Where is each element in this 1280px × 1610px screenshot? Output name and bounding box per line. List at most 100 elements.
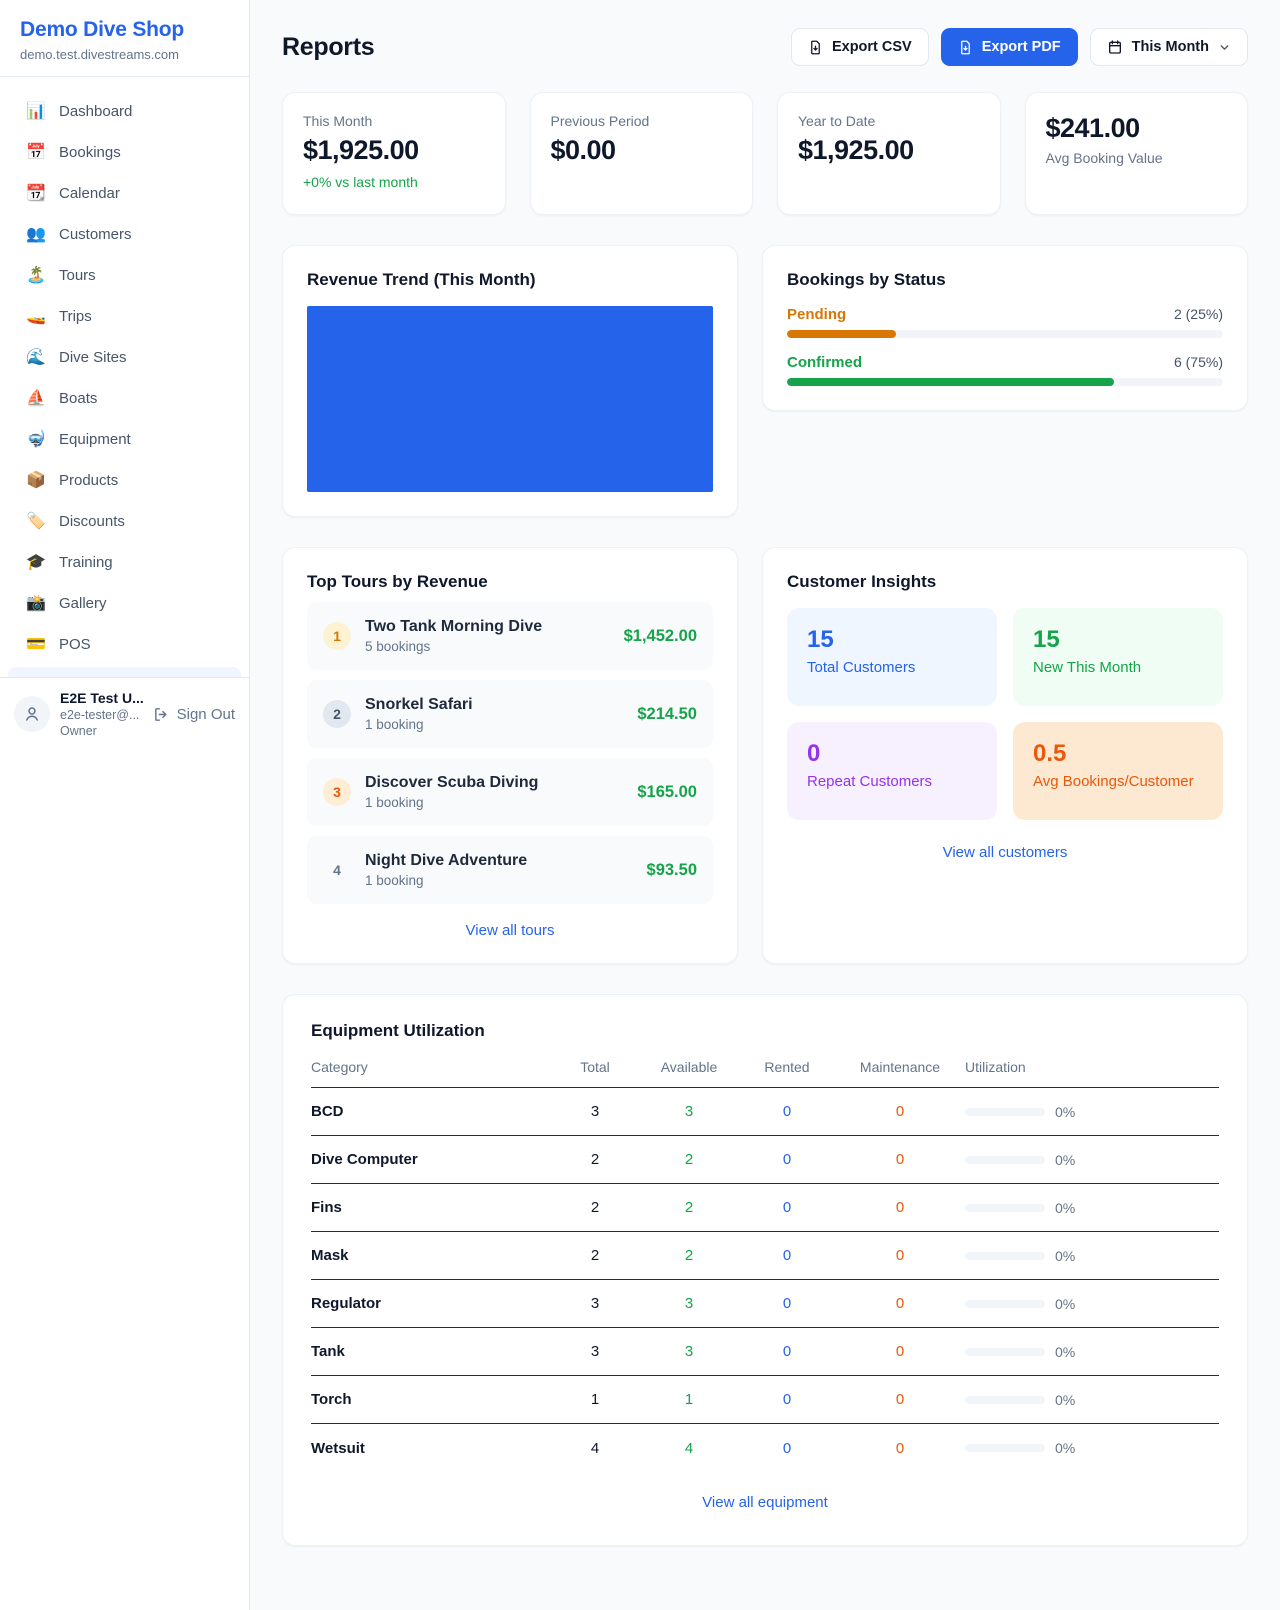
export-csv-button[interactable]: Export CSV <box>790 28 929 66</box>
bookings-icon: 📅 <box>26 144 46 161</box>
sidebar-item-label: Tours <box>59 266 96 284</box>
sidebar-item-dive-sites[interactable]: 🌊 Dive Sites <box>8 337 241 377</box>
status-value: 2 (25%) <box>1173 306 1223 322</box>
tile-value: 0 <box>807 740 821 767</box>
equipment-rented: 0 <box>782 1343 792 1360</box>
tour-row: 3 Discover Scuba Diving 1 booking $165.00 <box>307 758 713 826</box>
discounts-icon: 🏷️ <box>26 513 46 530</box>
utilization-percent: 0% <box>1055 1199 1076 1216</box>
equipment-total: 3 <box>590 1295 600 1312</box>
equipment-rented: 0 <box>782 1391 792 1408</box>
sidebar-item-training[interactable]: 🎓 Training <box>8 542 241 582</box>
main-content: Reports Export CSV Export PDF This Month… <box>250 0 1280 1610</box>
user-name: E2E Test U... <box>60 690 144 706</box>
utilization-percent: 0% <box>1055 1295 1076 1312</box>
gallery-icon: 📸 <box>26 595 46 612</box>
tile-label: New This Month <box>1033 659 1142 676</box>
sidebar-item-calendar[interactable]: 📆 Calendar <box>8 173 241 213</box>
sidebar-item-label: Discounts <box>59 512 125 530</box>
tour-name: Two Tank Morning Dive <box>365 618 543 635</box>
equipment-available: 4 <box>684 1439 694 1457</box>
tour-revenue: $214.50 <box>637 704 697 723</box>
stat-label: Previous Period <box>550 113 650 129</box>
row-tours-insights: Top Tours by Revenue 1 Two Tank Morning … <box>282 547 1248 964</box>
tour-row: 2 Snorkel Safari 1 booking $214.50 <box>307 680 713 748</box>
equipment-rented: 0 <box>782 1295 792 1312</box>
equipment-maintenance: 0 <box>895 1295 905 1312</box>
view-all-equipment-link[interactable]: View all equipment <box>702 1494 828 1511</box>
utilization-cell: 0% <box>965 1200 1219 1216</box>
shop-name: Demo Dive Shop <box>20 18 185 41</box>
equipment-category: BCD <box>311 1103 344 1120</box>
user-footer: E2E Test U... e2e-tester@... Owner Sign … <box>0 677 249 750</box>
sidebar-item-tours[interactable]: 🏝️ Tours <box>8 255 241 295</box>
column-header: Category <box>311 1059 368 1075</box>
equipment-available: 2 <box>684 1247 694 1264</box>
equipment-available: 3 <box>684 1295 694 1312</box>
view-all-tours-link[interactable]: View all tours <box>465 922 555 939</box>
status-label: Pending <box>787 306 847 323</box>
export-pdf-button[interactable]: Export PDF <box>940 28 1078 66</box>
sidebar-item-pos[interactable]: 💳 POS <box>8 624 241 664</box>
equipment-rented: 0 <box>782 1199 792 1216</box>
equipment-table-header: Category Total Available Rented Maintena… <box>311 1059 1219 1088</box>
table-row: Torch 1 1 0 0 0% <box>311 1376 1219 1424</box>
equipment-available: 3 <box>684 1103 694 1120</box>
sidebar-item-label: Products <box>59 471 119 489</box>
period-label: This Month <box>1131 39 1209 55</box>
sidebar-item-boats[interactable]: ⛵ Boats <box>8 378 241 418</box>
utilization-track <box>965 1299 1045 1308</box>
equipment-total: 2 <box>590 1199 600 1216</box>
equipment-category: Mask <box>311 1247 349 1264</box>
file-download-icon <box>960 40 970 54</box>
sidebar-item-gallery[interactable]: 📸 Gallery <box>8 583 241 623</box>
equipment-available: 3 <box>684 1343 694 1360</box>
stat-value: $241.00 <box>1045 113 1141 143</box>
sign-out-button[interactable]: Sign Out <box>153 706 235 723</box>
sidebar-item-dashboard[interactable]: 📊 Dashboard <box>8 91 241 131</box>
tour-bookings: 1 booking <box>365 717 424 732</box>
table-row: Wetsuit 4 4 0 0 0% <box>311 1424 1219 1472</box>
column-header: Utilization <box>965 1059 1026 1075</box>
sidebar-item-label: Boats <box>59 389 98 407</box>
equipment-category: Fins <box>311 1199 342 1216</box>
sidebar-item-discounts[interactable]: 🏷️ Discounts <box>8 501 241 541</box>
utilization-cell: 0% <box>965 1248 1219 1264</box>
column-header: Maintenance <box>859 1059 941 1075</box>
tile-total-customers: 15 Total Customers <box>787 608 997 706</box>
tile-avg-bookings-customer: 0.5 Avg Bookings/Customer <box>1013 722 1223 820</box>
equipment-rented: 0 <box>782 1247 792 1264</box>
rank-badge: 1 <box>323 622 351 650</box>
sidebar-item-customers[interactable]: 👥 Customers <box>8 214 241 254</box>
equipment-maintenance: 0 <box>895 1391 905 1408</box>
tile-value: 0.5 <box>1033 740 1067 767</box>
sidebar-item-label: Dashboard <box>59 102 133 120</box>
equipment-utilization-card: Equipment Utilization Category Total Ava… <box>282 994 1248 1546</box>
stat-card-avg-booking-value: $241.00 Avg Booking Value <box>1024 92 1248 215</box>
utilization-track <box>965 1107 1045 1116</box>
top-tours-card: Top Tours by Revenue 1 Two Tank Morning … <box>282 547 738 964</box>
insight-tiles: 15 Total Customers 15 New This Month 0 R… <box>787 608 1223 820</box>
top-tours-title: Top Tours by Revenue <box>307 572 488 591</box>
sidebar-item-trips[interactable]: 🚤 Trips <box>8 296 241 336</box>
utilization-cell: 0% <box>965 1344 1219 1360</box>
utilization-percent: 0% <box>1055 1247 1076 1264</box>
equipment-maintenance: 0 <box>895 1439 905 1457</box>
table-row: Tank 3 3 0 0 0% <box>311 1328 1219 1376</box>
view-all-customers-link[interactable]: View all customers <box>942 844 1068 861</box>
sidebar-item-products[interactable]: 📦 Products <box>8 460 241 500</box>
equipment-maintenance: 0 <box>895 1103 905 1120</box>
tour-name: Discover Scuba Diving <box>365 774 539 791</box>
rank-badge: 3 <box>323 778 351 806</box>
sidebar-item-label: Training <box>59 553 113 571</box>
calendar-icon <box>1108 40 1121 54</box>
sidebar-nav: 📊 Dashboard 📅 Bookings 📆 Calendar 👥 Customer… <box>0 77 249 665</box>
sidebar-item-bookings[interactable]: 📅 Bookings <box>8 132 241 172</box>
sign-out-label: Sign Out <box>176 705 235 723</box>
utilization-track <box>965 1251 1045 1260</box>
utilization-track <box>965 1155 1045 1164</box>
equipment-category: Regulator <box>311 1295 382 1312</box>
period-dropdown[interactable]: This Month <box>1089 28 1248 66</box>
equipment-icon: 🤿 <box>26 431 46 448</box>
sidebar-item-equipment[interactable]: 🤿 Equipment <box>8 419 241 459</box>
